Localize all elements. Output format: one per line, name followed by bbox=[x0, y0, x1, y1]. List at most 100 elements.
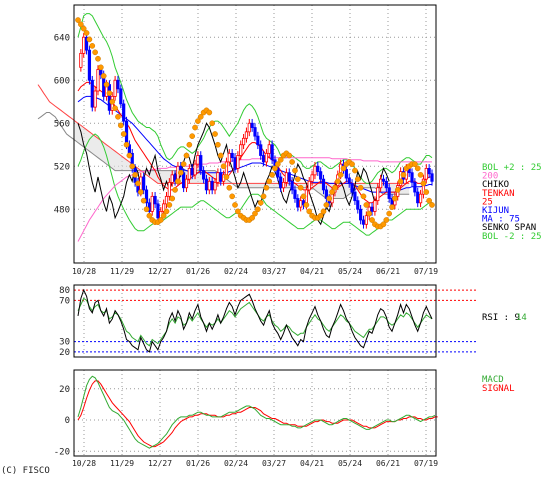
candle-body bbox=[107, 84, 112, 111]
parabolic-dot bbox=[160, 212, 167, 219]
parabolic-dot bbox=[169, 195, 176, 202]
candle-body bbox=[259, 144, 263, 156]
parabolic-dot bbox=[146, 212, 153, 219]
candle-body bbox=[187, 167, 191, 180]
parabolic-dot bbox=[429, 202, 435, 208]
parabolic-dot bbox=[177, 169, 184, 176]
parabolic-dot bbox=[209, 120, 216, 127]
candle-body bbox=[219, 172, 223, 182]
parabolic-dot bbox=[112, 105, 118, 112]
rsi-legend: RSI : 914 bbox=[482, 313, 527, 323]
candle-body bbox=[370, 206, 374, 212]
parabolic-dot bbox=[195, 118, 201, 124]
y-tick-label: 480 bbox=[54, 205, 70, 215]
parabolic-dot bbox=[212, 131, 218, 137]
legend-entry: MA : 75 bbox=[482, 215, 520, 225]
x-tick-label: 07/19 bbox=[414, 459, 438, 468]
legend-entry: TENKAN bbox=[482, 189, 515, 199]
candle-body bbox=[356, 200, 360, 210]
candle-body bbox=[293, 189, 297, 199]
parabolic-dot bbox=[306, 208, 313, 215]
candle-body bbox=[239, 144, 243, 156]
candle-body bbox=[156, 203, 160, 219]
candle-body bbox=[253, 127, 257, 137]
candle-body bbox=[167, 181, 171, 197]
macd-panel: -20 0 20 10/28 11/29 12/27 01/26 02/24 03/27 04/… bbox=[54, 369, 515, 468]
ma-75-line bbox=[77, 95, 432, 193]
candle-body bbox=[164, 195, 169, 205]
parabolic-dot bbox=[326, 195, 333, 202]
candle-body bbox=[142, 176, 146, 191]
parabolic-dot bbox=[97, 64, 104, 71]
candle-body bbox=[321, 178, 326, 191]
price-x-ticks: 10/28 11/29 12/27 01/26 02/24 03/27 04/21 05/24… bbox=[72, 267, 438, 276]
legend-entry: RSI : 9 bbox=[482, 313, 520, 323]
parabolic-dot bbox=[417, 172, 424, 178]
parabolic-dot bbox=[166, 202, 173, 208]
x-tick-label: 02/24 bbox=[224, 459, 248, 468]
parabolic-dot bbox=[92, 49, 98, 56]
candle-body bbox=[122, 103, 126, 122]
cloud-area bbox=[75, 121, 410, 199]
parabolic-dot bbox=[78, 21, 84, 28]
parabolic-dot bbox=[349, 161, 355, 167]
parabolic-dot bbox=[137, 189, 144, 195]
parabolic-dot bbox=[252, 210, 258, 217]
candle-body bbox=[202, 170, 206, 180]
rsi-panel-frame bbox=[73, 284, 437, 358]
parabolic-dot bbox=[257, 199, 264, 206]
legend-entry: BOL -2 : 25 bbox=[482, 232, 542, 242]
parabolic-dot bbox=[414, 165, 421, 172]
parabolic-dot bbox=[223, 174, 230, 180]
candle-body bbox=[347, 177, 351, 184]
parabolic-dot bbox=[340, 165, 347, 172]
legend-entry: 14 bbox=[516, 313, 527, 323]
macd-lines bbox=[77, 375, 438, 449]
x-tick-label: 12/27 bbox=[148, 267, 172, 276]
parabolic-dot bbox=[215, 141, 221, 148]
y-tick-label: -20 bbox=[54, 447, 70, 457]
candle-body bbox=[170, 174, 174, 183]
parabolic-dot bbox=[175, 178, 181, 185]
rsi-14-line bbox=[77, 297, 433, 347]
candle-body bbox=[359, 208, 363, 221]
candle-body bbox=[90, 79, 94, 108]
candle-body bbox=[256, 135, 260, 146]
macd-gridlines bbox=[74, 370, 436, 456]
bollinger-lower-line bbox=[77, 133, 432, 236]
price-y-ticks: 480 520 560 600 640 bbox=[54, 33, 70, 215]
parabolic-dot bbox=[289, 159, 295, 165]
x-tick-label: 04/21 bbox=[300, 267, 324, 276]
price-overlay-lines bbox=[77, 13, 433, 242]
signal-line bbox=[77, 380, 438, 448]
parabolic-dot bbox=[180, 161, 187, 167]
rsi-reference-lines bbox=[74, 289, 476, 353]
parabolic-dot bbox=[269, 172, 275, 178]
rsi-9-line bbox=[77, 288, 433, 353]
legend-entry: KIJUN bbox=[482, 206, 509, 216]
candle-body bbox=[381, 178, 386, 182]
price-panel: 480 520 560 600 640 10/28 11/29 12/27 01/26 02/2… bbox=[37, 4, 542, 276]
x-tick-label: 12/27 bbox=[148, 459, 172, 468]
candle-body bbox=[324, 189, 328, 199]
y-tick-label: 560 bbox=[54, 119, 70, 129]
parabolic-dot bbox=[115, 113, 121, 120]
parabolic-dot bbox=[123, 141, 130, 148]
parabolic-dot bbox=[143, 206, 150, 213]
y-tick-label: 20 bbox=[59, 385, 70, 395]
candle-body bbox=[279, 176, 283, 189]
candle-body bbox=[261, 155, 266, 163]
parabolic-dot bbox=[186, 141, 193, 148]
parabolic-dot bbox=[255, 206, 261, 213]
parabolic-dot bbox=[332, 184, 338, 191]
x-tick-label: 03/27 bbox=[262, 459, 286, 468]
parabolic-dot bbox=[397, 178, 404, 185]
parabolic-dot bbox=[172, 187, 178, 193]
y-tick-label: 70 bbox=[59, 296, 70, 306]
candle-body bbox=[299, 200, 303, 208]
parabolic-dot bbox=[249, 215, 255, 221]
bollinger-upper-line bbox=[77, 13, 433, 184]
candle-body bbox=[230, 152, 234, 159]
parabolic-dot bbox=[389, 204, 395, 210]
candle-body bbox=[119, 88, 123, 105]
